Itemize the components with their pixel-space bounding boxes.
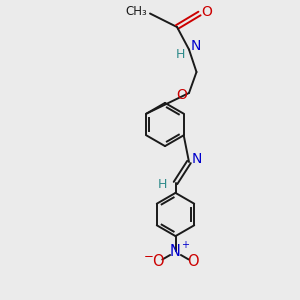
Text: CH₃: CH₃ xyxy=(126,4,148,18)
Text: O: O xyxy=(202,5,212,19)
Text: O: O xyxy=(187,254,199,268)
Text: O: O xyxy=(152,254,164,268)
Text: O: O xyxy=(176,88,187,102)
Text: N: N xyxy=(170,244,181,260)
Text: N: N xyxy=(191,152,202,166)
Text: H: H xyxy=(158,178,168,191)
Text: H: H xyxy=(176,47,185,61)
Text: −: − xyxy=(144,250,153,263)
Text: +: + xyxy=(181,239,189,250)
Text: N: N xyxy=(190,39,201,53)
